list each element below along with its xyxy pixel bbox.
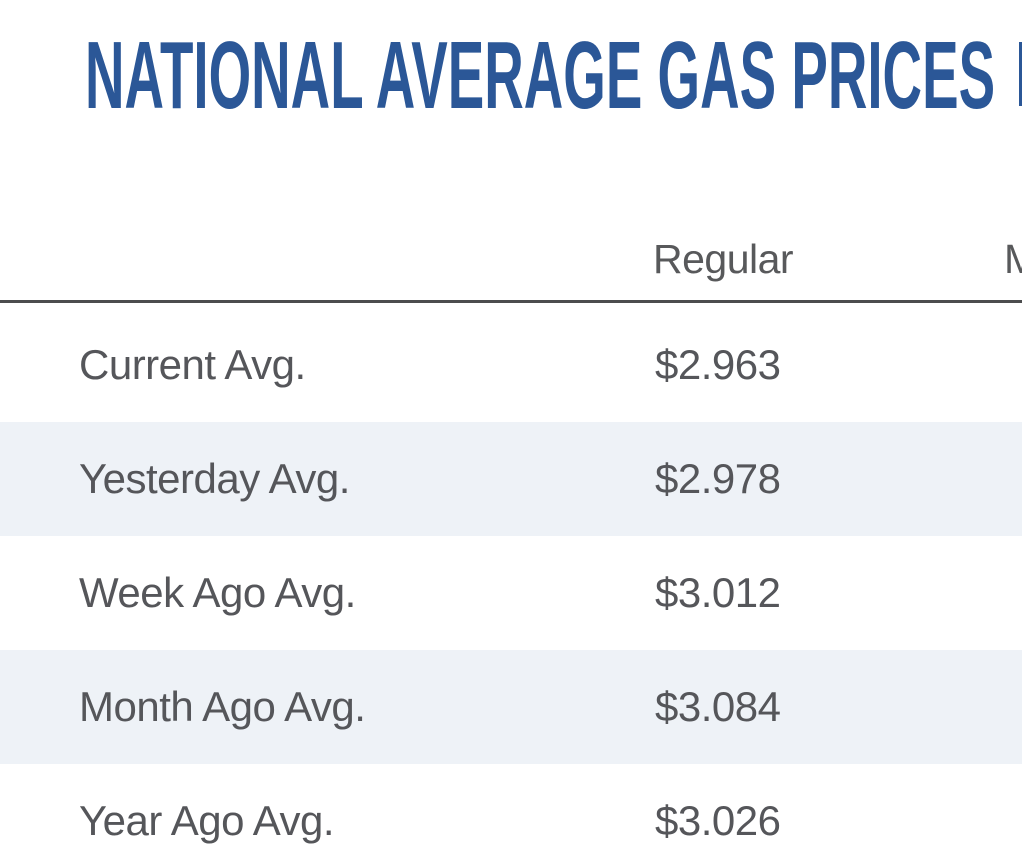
row-value-regular: $2.963 bbox=[655, 341, 781, 388]
table-row: Week Ago Avg. $3.012 bbox=[0, 536, 1022, 650]
table-row: Yesterday Avg. $2.978 bbox=[0, 422, 1022, 536]
column-header-regular: Regular bbox=[653, 236, 794, 282]
row-value-regular: $3.026 bbox=[655, 797, 781, 844]
row-label: Year Ago Avg. bbox=[79, 797, 335, 844]
row-label: Week Ago Avg. bbox=[79, 569, 356, 616]
title-cutoff-glyph bbox=[1019, 42, 1022, 106]
table-header-divider bbox=[0, 300, 1022, 303]
row-label: Yesterday Avg. bbox=[79, 455, 350, 502]
row-value-regular: $2.978 bbox=[655, 455, 781, 502]
page-title: NATIONAL AVERAGE GAS PRICES bbox=[85, 22, 996, 129]
table-row: Year Ago Avg. $3.026 bbox=[0, 764, 1022, 866]
table-row: Current Avg. $2.963 bbox=[0, 308, 1022, 422]
row-value-regular: $3.012 bbox=[655, 569, 781, 616]
column-header-midgrade-truncated: M bbox=[1004, 236, 1022, 282]
row-label: Current Avg. bbox=[79, 341, 306, 388]
row-value-regular: $3.084 bbox=[655, 683, 781, 730]
row-label: Month Ago Avg. bbox=[79, 683, 366, 730]
table-row: Month Ago Avg. $3.084 bbox=[0, 650, 1022, 764]
